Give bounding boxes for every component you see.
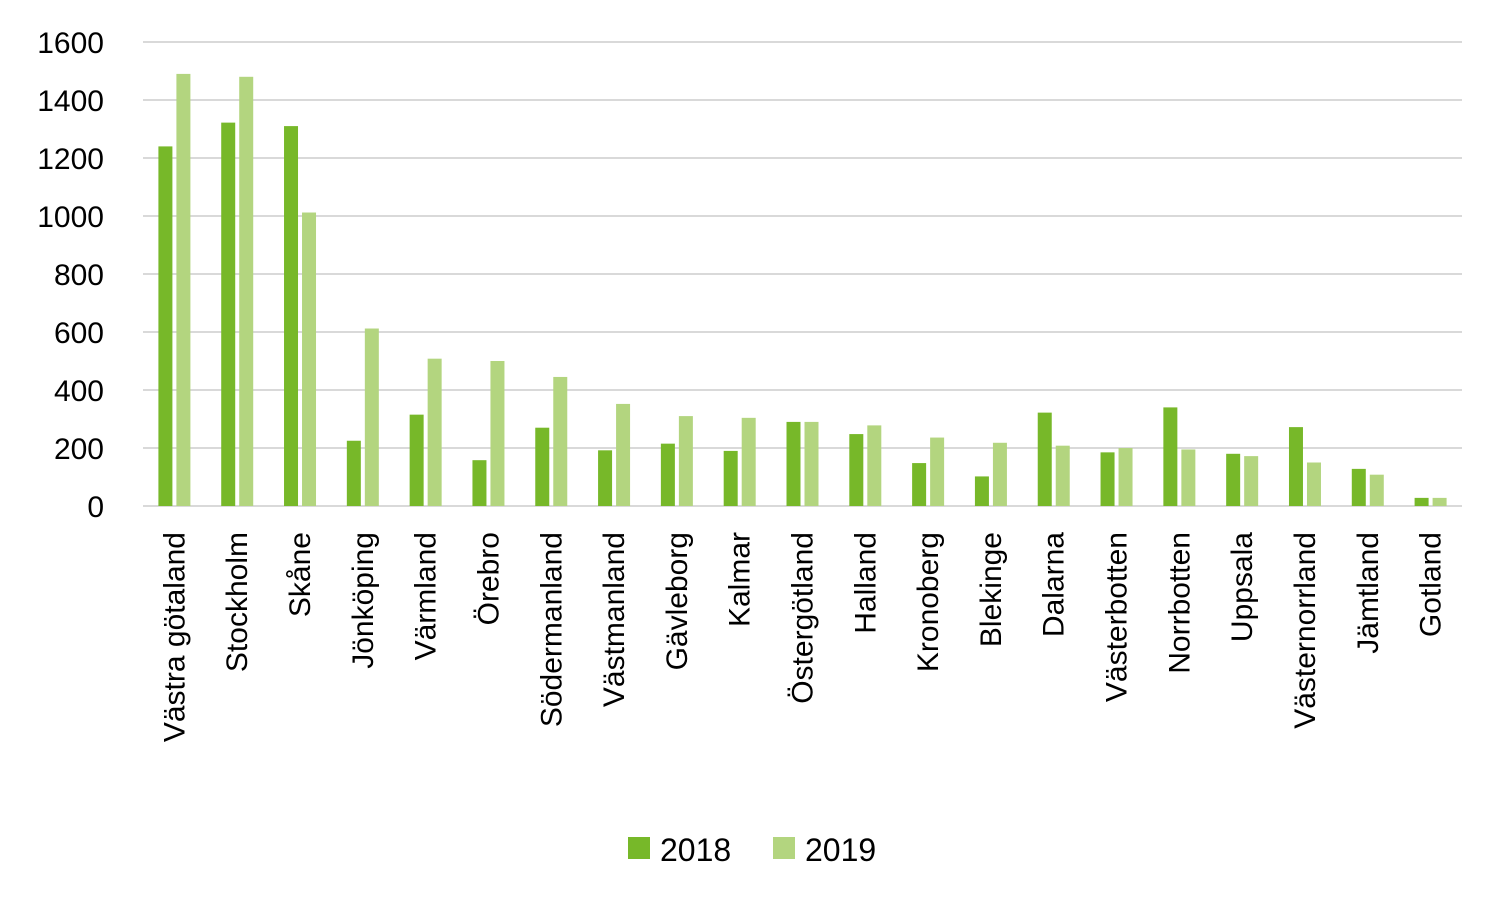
y-axis: 0 200 400 600 800 1000 1200 1400 1600 (37, 27, 104, 524)
bar-2018-1 (158, 146, 173, 506)
x-tick-label-6: Örebro (472, 532, 505, 625)
bar-2018-5 (409, 414, 424, 506)
y-tick-label-1600: 1600 (37, 27, 104, 60)
bar-2019-3 (302, 212, 317, 506)
bars (158, 73, 1447, 507)
x-tick-label-13: Kronoberg (912, 532, 945, 672)
legend-swatch-2018 (628, 837, 650, 859)
x-tick-label-12: Halland (849, 532, 882, 634)
x-tick-label-7: Södermanland (535, 532, 568, 727)
bar-2019-14 (992, 442, 1007, 506)
bar-2019-4 (364, 328, 379, 506)
x-tick-label-15: Dalarna (1038, 532, 1071, 637)
x-tick-label-16: Västerbotten (1101, 532, 1134, 702)
bar-2018-7 (535, 427, 550, 506)
y-tick-label-200: 200 (54, 433, 104, 466)
bar-2018-18 (1226, 453, 1241, 506)
x-tick-label-20: Jämtland (1352, 532, 1385, 654)
bar-2018-11 (786, 421, 801, 506)
bar-2018-19 (1288, 427, 1303, 506)
x-tick-label-4: Jönköping (347, 532, 380, 669)
bar-2018-12 (849, 434, 864, 506)
bar-2018-6 (472, 460, 487, 506)
x-tick-label-17: Norrbotten (1163, 532, 1196, 674)
bar-2019-2 (239, 76, 254, 507)
bar-2019-19 (1306, 462, 1321, 506)
bar-2018-8 (598, 450, 613, 506)
legend: 2018 2019 (628, 832, 876, 868)
y-tick-label-1200: 1200 (37, 143, 104, 176)
x-tick-label-2: Stockholm (221, 532, 254, 672)
x-tick-label-18: Uppsala (1226, 532, 1259, 642)
bar-2019-17 (1181, 449, 1196, 506)
bar-2019-18 (1244, 456, 1259, 506)
bar-2019-13 (930, 437, 945, 506)
x-tick-label-19: Västernorrland (1289, 532, 1322, 729)
bar-2018-21 (1414, 497, 1429, 506)
y-tick-label-1000: 1000 (37, 201, 104, 234)
legend-swatch-2019 (773, 837, 795, 859)
x-tick-label-21: Gotland (1415, 532, 1448, 637)
x-tick-label-8: Västmanland (598, 532, 631, 707)
legend-label-2019: 2019 (805, 832, 876, 868)
bar-2018-9 (660, 443, 675, 506)
y-tick-label-800: 800 (54, 259, 104, 292)
bar-2019-1 (176, 73, 191, 507)
bar-2018-3 (284, 126, 299, 506)
x-tick-label-3: Skåne (284, 532, 317, 617)
bar-2019-11 (804, 421, 819, 506)
y-tick-label-400: 400 (54, 375, 104, 408)
x-tick-label-11: Östergötland (787, 532, 820, 704)
bar-2019-5 (427, 358, 442, 506)
x-tick-label-10: Kalmar (724, 532, 757, 627)
x-tick-label-9: Gävleborg (661, 532, 694, 670)
bar-2018-4 (346, 440, 361, 506)
bar-2019-21 (1432, 497, 1447, 506)
bar-2019-8 (616, 403, 631, 506)
x-axis: Västra götaland Stockholm Skåne Jönköping Vä… (158, 532, 1447, 742)
x-tick-label-14: Blekinge (975, 532, 1008, 647)
bar-2019-16 (1118, 448, 1133, 506)
bar-2019-7 (553, 376, 568, 506)
bar-2018-2 (221, 122, 236, 507)
gridlines (143, 41, 1462, 507)
y-tick-label-600: 600 (54, 317, 104, 350)
x-tick-label-1: Västra götaland (158, 532, 191, 742)
bar-2019-12 (867, 425, 882, 506)
bar-2019-15 (1055, 445, 1070, 506)
bar-2018-20 (1351, 468, 1366, 506)
y-tick-label-0: 0 (87, 491, 104, 524)
bar-2018-14 (974, 476, 989, 506)
bar-2019-6 (490, 361, 505, 506)
y-tick-label-1400: 1400 (37, 85, 104, 118)
bar-2019-10 (741, 417, 756, 506)
x-tick-label-5: Värmland (410, 532, 443, 660)
bar-2018-15 (1037, 412, 1052, 506)
bar-2018-17 (1163, 407, 1178, 506)
bar-2018-16 (1100, 452, 1115, 506)
bar-2018-10 (723, 450, 738, 506)
legend-label-2018: 2018 (660, 832, 731, 868)
bar-2018-13 (912, 463, 927, 506)
bar-2019-9 (678, 416, 693, 506)
bar-2019-20 (1369, 474, 1384, 506)
